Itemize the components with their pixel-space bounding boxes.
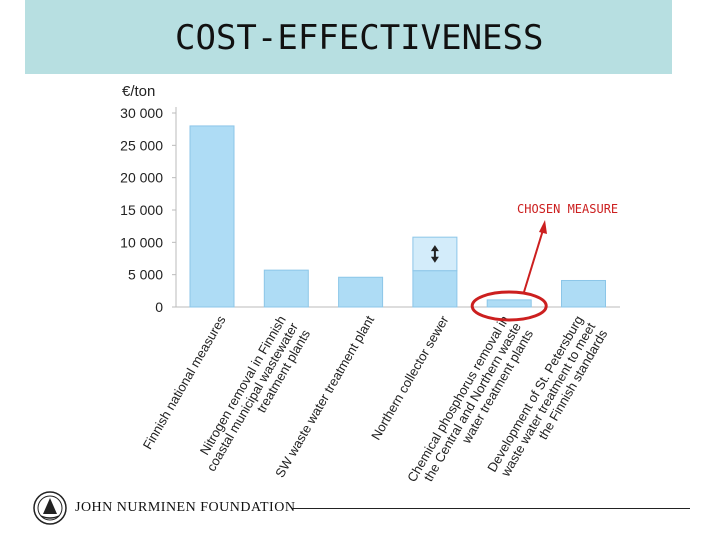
bar	[189, 125, 235, 308]
chosen-measure-arrow-line	[523, 229, 544, 293]
y-tick-label: 5 000	[128, 267, 163, 283]
bar	[338, 276, 384, 308]
y-tick-label: 0	[155, 299, 163, 315]
chosen-measure-label: CHOSEN MEASURE	[517, 202, 618, 216]
title-band: COST-EFFECTIVENESS	[25, 0, 672, 74]
y-axis-label: €/ton	[122, 83, 155, 100]
footer-divider	[292, 508, 690, 509]
chosen-measure-ellipse	[470, 290, 548, 322]
range-arrow-up-icon	[430, 245, 439, 252]
range-arrow-down-icon	[430, 256, 439, 263]
y-tick-label: 20 000	[120, 170, 163, 186]
y-tick-label: 10 000	[120, 234, 163, 250]
chosen-measure-arrow-head-icon	[539, 220, 547, 234]
bar	[486, 299, 532, 308]
footer-organization: JOHN NURMINEN FOUNDATION	[75, 500, 296, 515]
y-tick-label: 15 000	[120, 202, 163, 218]
foundation-emblem-icon	[33, 491, 67, 525]
bar	[561, 279, 606, 308]
slide-title: COST-EFFECTIVENESS	[175, 18, 544, 58]
y-tick-label: 25 000	[120, 137, 163, 153]
bar	[412, 270, 458, 308]
y-tick-label: 30 000	[120, 105, 163, 121]
bar	[263, 269, 309, 308]
